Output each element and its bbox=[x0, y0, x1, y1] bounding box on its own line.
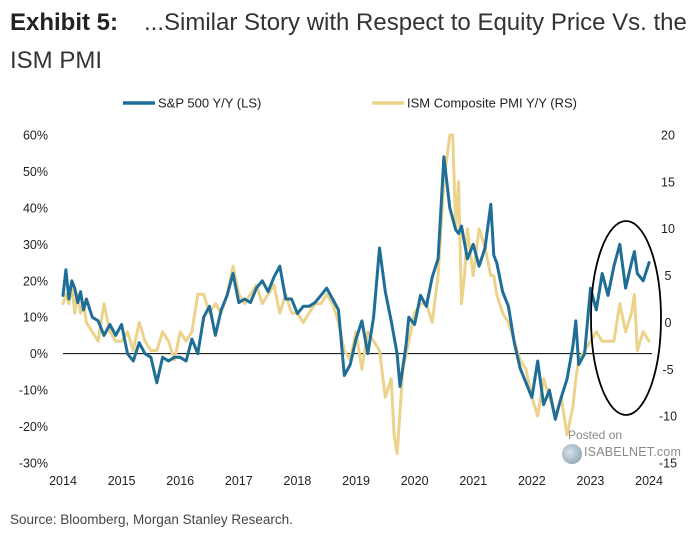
x-tick-label: 2016 bbox=[166, 474, 194, 488]
watermark-posted: Posted on bbox=[568, 428, 623, 442]
x-tick-label: 2017 bbox=[225, 474, 253, 488]
y-left-tick-label: 20% bbox=[23, 274, 48, 288]
highlight-ellipse bbox=[590, 220, 662, 416]
x-tick-label: 2020 bbox=[401, 474, 429, 488]
series-line-sp500 bbox=[61, 155, 651, 421]
y-right-tick-label: 15 bbox=[661, 175, 675, 189]
legend: S&P 500 Y/Y (LS) ISM Composite PMI Y/Y (… bbox=[123, 96, 577, 111]
watermark-brand: ISABELNET.com bbox=[584, 445, 682, 459]
y-left-tick-label: 60% bbox=[23, 129, 48, 143]
y-right-tick-label: 0 bbox=[665, 316, 672, 330]
y-left-tick-label: -10% bbox=[19, 384, 48, 398]
y-left-tick-label: 10% bbox=[23, 311, 48, 325]
y-right-tick-label: 10 bbox=[661, 222, 675, 236]
y-left-tick-label: -30% bbox=[19, 457, 48, 471]
x-tick-label: 2024 bbox=[635, 474, 663, 488]
y-right-tick-label: 5 bbox=[665, 269, 672, 283]
series-lines bbox=[61, 133, 651, 456]
y-right-tick-label: -5 bbox=[662, 363, 673, 377]
x-tick-label: 2014 bbox=[49, 474, 77, 488]
legend-label-ism: ISM Composite PMI Y/Y (RS) bbox=[407, 96, 577, 111]
x-tick-label: 2018 bbox=[284, 474, 312, 488]
globe-icon bbox=[562, 444, 582, 464]
y-left-tick-label: 30% bbox=[23, 238, 48, 252]
y-right-tick-label: 20 bbox=[661, 129, 675, 143]
line-chart: S&P 500 Y/Y (LS) ISM Composite PMI Y/Y (… bbox=[19, 96, 677, 489]
y-left-tick-label: -20% bbox=[19, 420, 48, 434]
x-tick-label: 2015 bbox=[108, 474, 136, 488]
source-note: Source: Bloomberg, Morgan Stanley Resear… bbox=[10, 512, 293, 527]
watermark: Posted on ISABELNET.com bbox=[558, 428, 693, 468]
y-left-tick-label: 0% bbox=[30, 347, 48, 361]
chart-title: ...Similar Story with Respect to Equity … bbox=[10, 9, 687, 74]
x-tick-label: 2021 bbox=[459, 474, 487, 488]
series-line-ism bbox=[61, 133, 651, 456]
page-title: Exhibit 5: ...Similar Story with Respect … bbox=[10, 4, 690, 80]
x-tick-label: 2023 bbox=[577, 474, 605, 488]
y-left-tick-label: 50% bbox=[23, 165, 48, 179]
x-tick-label: 2019 bbox=[342, 474, 370, 488]
legend-label-sp500: S&P 500 Y/Y (LS) bbox=[158, 96, 261, 111]
axes: 60%50%40%30%20%10%0%-10%-20%-30%20151050… bbox=[19, 129, 677, 489]
exhibit-label: Exhibit 5: bbox=[10, 9, 119, 36]
y-right-tick-label: -10 bbox=[659, 410, 677, 424]
y-right-tick-label: -15 bbox=[659, 457, 677, 471]
y-left-tick-label: 40% bbox=[23, 201, 48, 215]
x-tick-label: 2022 bbox=[518, 474, 546, 488]
